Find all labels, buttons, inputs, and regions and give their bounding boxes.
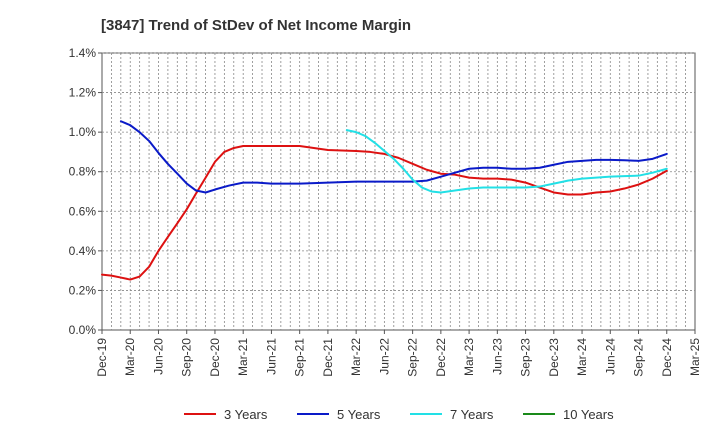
x-tick-label: Dec-19: [95, 338, 109, 377]
x-tick-label: Mar-21: [236, 338, 250, 376]
x-tick-label: Dec-21: [321, 338, 335, 377]
x-tick-label: Dec-24: [660, 338, 674, 377]
x-tick-label: Mar-24: [575, 338, 589, 376]
legend-label: 10 Years: [563, 407, 614, 422]
y-tick-label: 0.6%: [69, 204, 97, 218]
y-tick-label: 1.0%: [69, 125, 97, 139]
x-tick-label: Sep-22: [406, 338, 420, 377]
x-tick-label: Jun-23: [490, 338, 504, 375]
x-tick-label: Mar-25: [688, 338, 702, 376]
x-tick-label: Mar-23: [462, 338, 476, 376]
legend-label: 5 Years: [337, 407, 381, 422]
chart-title: [3847] Trend of StDev of Net Income Marg…: [101, 17, 411, 34]
x-tick-label: Sep-21: [293, 338, 307, 377]
x-tick-label: Dec-20: [208, 338, 222, 377]
x-tick-label: Sep-23: [519, 338, 533, 377]
y-tick-label: 0.0%: [69, 323, 97, 337]
y-tick-label: 0.8%: [69, 165, 97, 179]
y-tick-label: 1.4%: [69, 46, 97, 60]
series-line-5-years: [119, 120, 668, 194]
x-tick-label: Mar-20: [123, 338, 137, 376]
x-tick-label: Jun-24: [603, 338, 617, 375]
series-lines: [101, 120, 668, 281]
x-tick-label: Dec-22: [434, 338, 448, 377]
x-axis: Dec-19 Mar-20 Jun-20 Sep-20 Dec-20 Mar-21 Jun-…: [95, 330, 702, 377]
x-tick-label: Dec-23: [547, 338, 561, 377]
x-tick-label: Jun-21: [264, 338, 278, 375]
x-tick-label: Sep-20: [180, 338, 194, 377]
x-tick-label: Jun-20: [151, 338, 165, 375]
legend-label: 3 Years: [224, 407, 268, 422]
y-tick-label: 1.2%: [69, 86, 97, 100]
y-tick-label: 0.2%: [69, 283, 97, 297]
series-line-3-years: [101, 144, 668, 281]
x-tick-label: Jun-22: [377, 338, 391, 375]
x-tick-label: Sep-24: [632, 338, 646, 377]
y-tick-label: 0.4%: [69, 244, 97, 258]
x-tick-label: Mar-22: [349, 338, 363, 376]
legend: 3 Years 5 Years 7 Years 10 Years: [184, 407, 614, 422]
grid-lines: [102, 52, 695, 330]
legend-label: 7 Years: [450, 407, 494, 422]
y-axis: 0.0% 0.2% 0.4% 0.6% 0.8% 1.0% 1.2% 1.4%: [69, 46, 102, 337]
series-line-7-years: [345, 129, 668, 194]
